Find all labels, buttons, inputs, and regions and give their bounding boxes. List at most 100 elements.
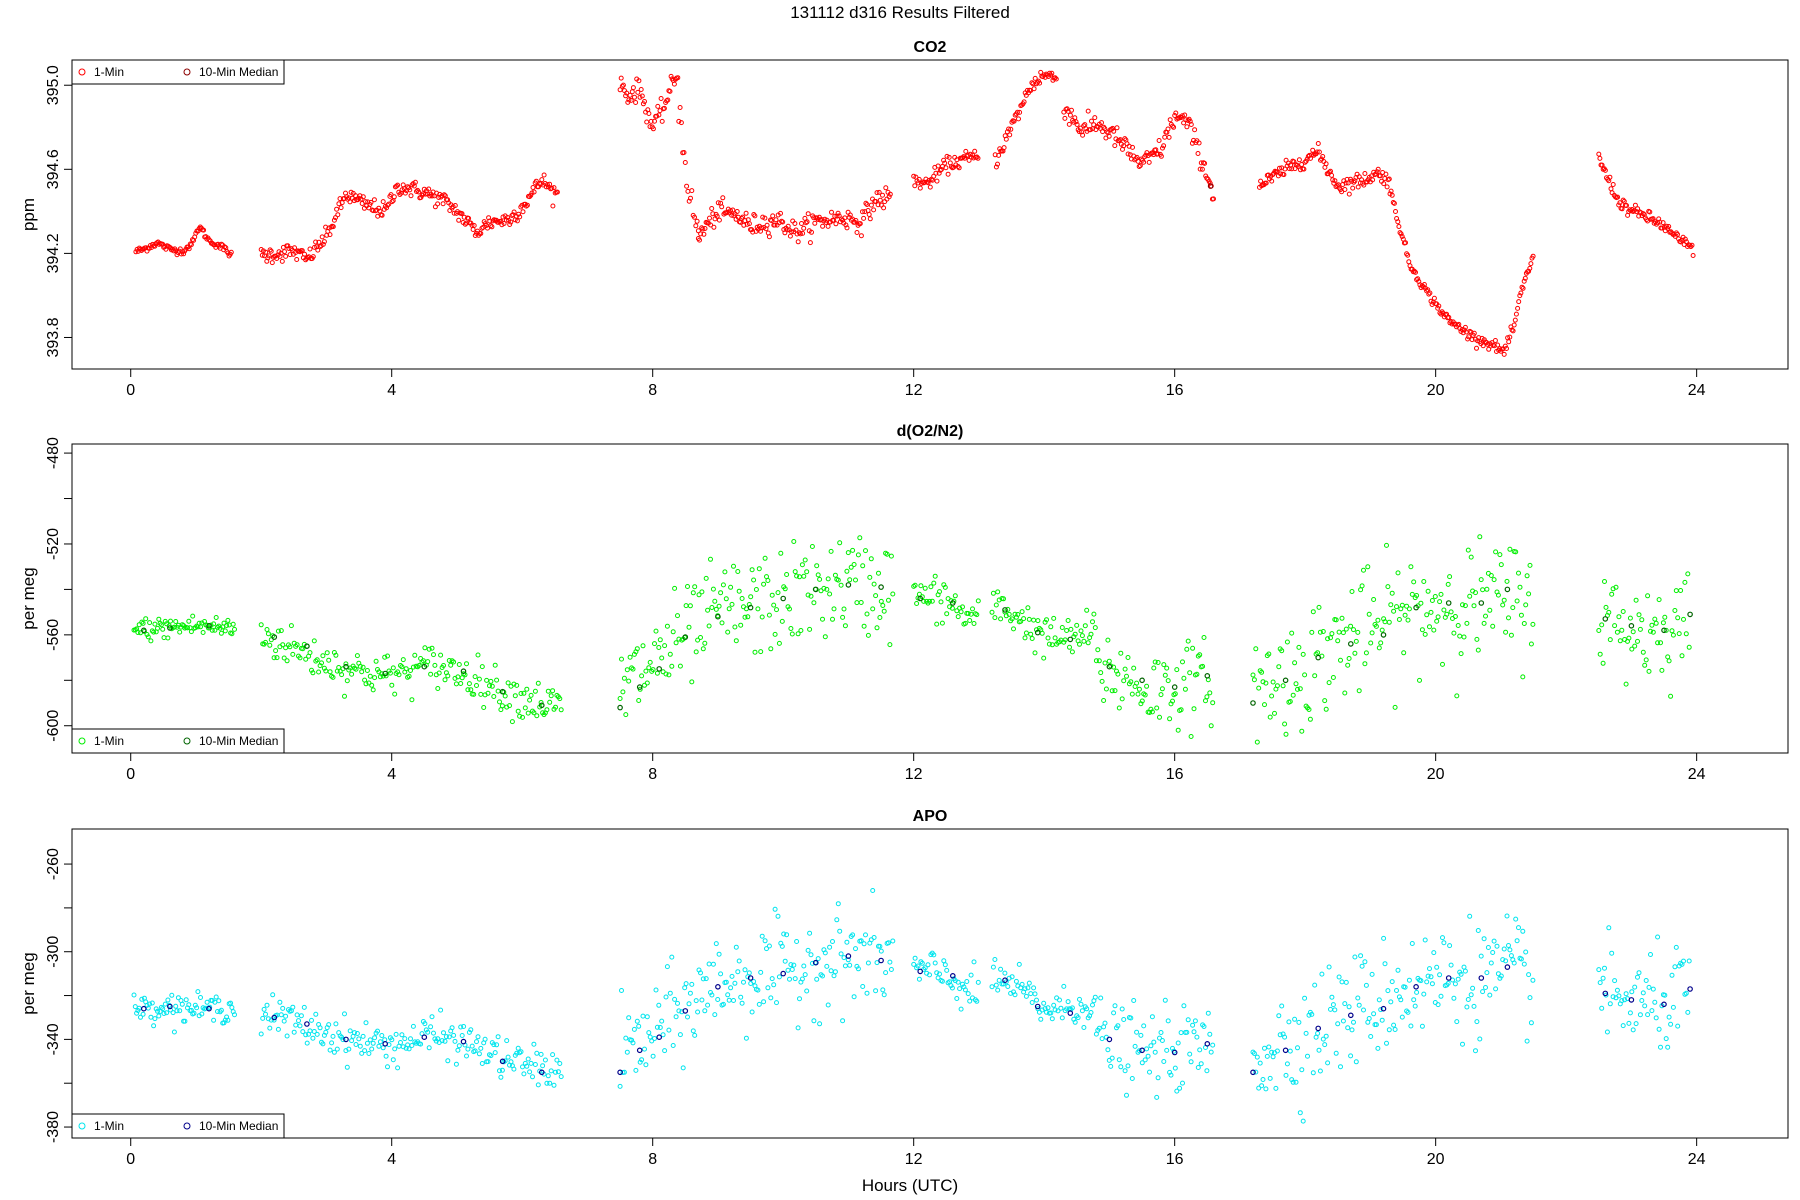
one-min-point bbox=[158, 1004, 164, 1010]
one-min-point bbox=[1411, 997, 1417, 1003]
one-min-point bbox=[1517, 584, 1523, 590]
one-min-point bbox=[156, 616, 162, 622]
one-min-point bbox=[312, 244, 317, 250]
one-min-point bbox=[1258, 178, 1264, 184]
one-min-point bbox=[1627, 615, 1633, 621]
one-min-point bbox=[1162, 134, 1168, 140]
one-min-point bbox=[143, 616, 149, 622]
one-min-point bbox=[228, 1000, 234, 1006]
median-point bbox=[1445, 600, 1452, 606]
one-min-point bbox=[194, 1005, 200, 1011]
one-min-point bbox=[1460, 330, 1466, 336]
one-min-point bbox=[927, 972, 932, 978]
one-min-point bbox=[1408, 1023, 1414, 1029]
one-min-point bbox=[320, 1041, 326, 1047]
one-min-point bbox=[1085, 108, 1091, 114]
one-min-point bbox=[151, 629, 157, 635]
one-min-point bbox=[1351, 627, 1356, 633]
one-min-point bbox=[1041, 1000, 1047, 1006]
one-min-point bbox=[772, 631, 778, 637]
one-min-point bbox=[1506, 615, 1511, 621]
one-min-point bbox=[1254, 1054, 1260, 1060]
one-min-point bbox=[1396, 617, 1402, 622]
one-min-point bbox=[1619, 206, 1625, 212]
one-min-point bbox=[766, 943, 772, 949]
one-min-point bbox=[1528, 1020, 1534, 1026]
one-min-point bbox=[1301, 166, 1307, 172]
one-min-point bbox=[1399, 602, 1405, 608]
one-min-point bbox=[962, 620, 968, 626]
one-min-point bbox=[1028, 631, 1034, 637]
one-min-point bbox=[476, 676, 482, 682]
one-min-point bbox=[534, 1050, 540, 1056]
one-min-point bbox=[1596, 628, 1602, 633]
one-min-point bbox=[834, 917, 840, 923]
one-min-point bbox=[199, 1011, 205, 1017]
one-min-point bbox=[1309, 1011, 1315, 1017]
one-min-point bbox=[416, 663, 422, 668]
one-min-point bbox=[342, 1011, 347, 1017]
one-min-point bbox=[498, 1074, 504, 1080]
one-min-point bbox=[1335, 638, 1341, 644]
one-min-point bbox=[1379, 1017, 1385, 1023]
one-min-point bbox=[408, 1036, 413, 1042]
one-min-point bbox=[1491, 577, 1497, 583]
one-min-point bbox=[965, 991, 971, 997]
one-min-point bbox=[149, 1000, 155, 1006]
one-min-point bbox=[1310, 1070, 1316, 1076]
one-min-point bbox=[1124, 141, 1130, 147]
one-min-point bbox=[218, 630, 224, 636]
one-min-point bbox=[198, 995, 203, 1000]
one-min-point bbox=[1124, 1092, 1129, 1098]
one-min-point bbox=[699, 589, 705, 595]
one-min-point bbox=[870, 888, 876, 893]
one-min-point bbox=[755, 606, 761, 612]
one-min-point bbox=[1325, 1060, 1331, 1066]
median-point bbox=[1315, 654, 1322, 661]
legend-median-marker bbox=[183, 1122, 191, 1130]
one-min-point bbox=[155, 625, 160, 631]
one-min-point bbox=[1526, 972, 1532, 978]
one-min-point bbox=[1685, 571, 1691, 577]
one-min-point bbox=[682, 160, 688, 165]
one-min-point bbox=[1162, 997, 1168, 1003]
one-min-point bbox=[190, 613, 196, 619]
one-min-point bbox=[1447, 943, 1453, 949]
one-min-point bbox=[1475, 647, 1481, 653]
one-min-point bbox=[1445, 581, 1451, 587]
one-min-point bbox=[441, 192, 447, 198]
one-min-point bbox=[860, 984, 866, 989]
one-min-point bbox=[729, 601, 735, 607]
y-axis-label: ppm bbox=[19, 198, 38, 231]
one-min-point bbox=[478, 231, 484, 236]
one-min-point bbox=[1353, 638, 1359, 644]
one-min-point bbox=[517, 214, 523, 220]
one-min-point bbox=[762, 555, 768, 561]
one-min-point bbox=[1386, 1027, 1392, 1033]
one-min-point bbox=[789, 967, 795, 972]
one-min-point bbox=[1471, 603, 1477, 609]
one-min-point bbox=[484, 677, 490, 683]
one-min-point bbox=[636, 698, 642, 703]
one-min-point bbox=[1491, 938, 1497, 944]
one-min-point bbox=[398, 1040, 403, 1045]
one-min-point bbox=[1312, 982, 1318, 988]
one-min-point bbox=[1503, 629, 1509, 635]
one-min-point bbox=[281, 655, 287, 661]
one-min-point bbox=[712, 598, 718, 604]
one-min-point bbox=[211, 1017, 217, 1023]
median-point bbox=[206, 622, 212, 629]
one-min-point bbox=[364, 668, 370, 673]
median-point bbox=[845, 953, 852, 959]
one-min-point bbox=[671, 81, 677, 87]
one-min-point bbox=[1071, 119, 1077, 125]
one-min-point bbox=[1438, 993, 1444, 999]
one-min-point bbox=[1059, 1015, 1065, 1021]
one-min-point bbox=[1409, 591, 1415, 597]
one-min-point bbox=[778, 210, 783, 216]
one-min-point bbox=[1185, 1017, 1191, 1023]
one-min-point bbox=[1190, 1022, 1196, 1028]
one-min-point bbox=[1640, 649, 1646, 655]
one-min-point bbox=[1202, 160, 1208, 166]
one-min-point bbox=[1032, 991, 1038, 997]
